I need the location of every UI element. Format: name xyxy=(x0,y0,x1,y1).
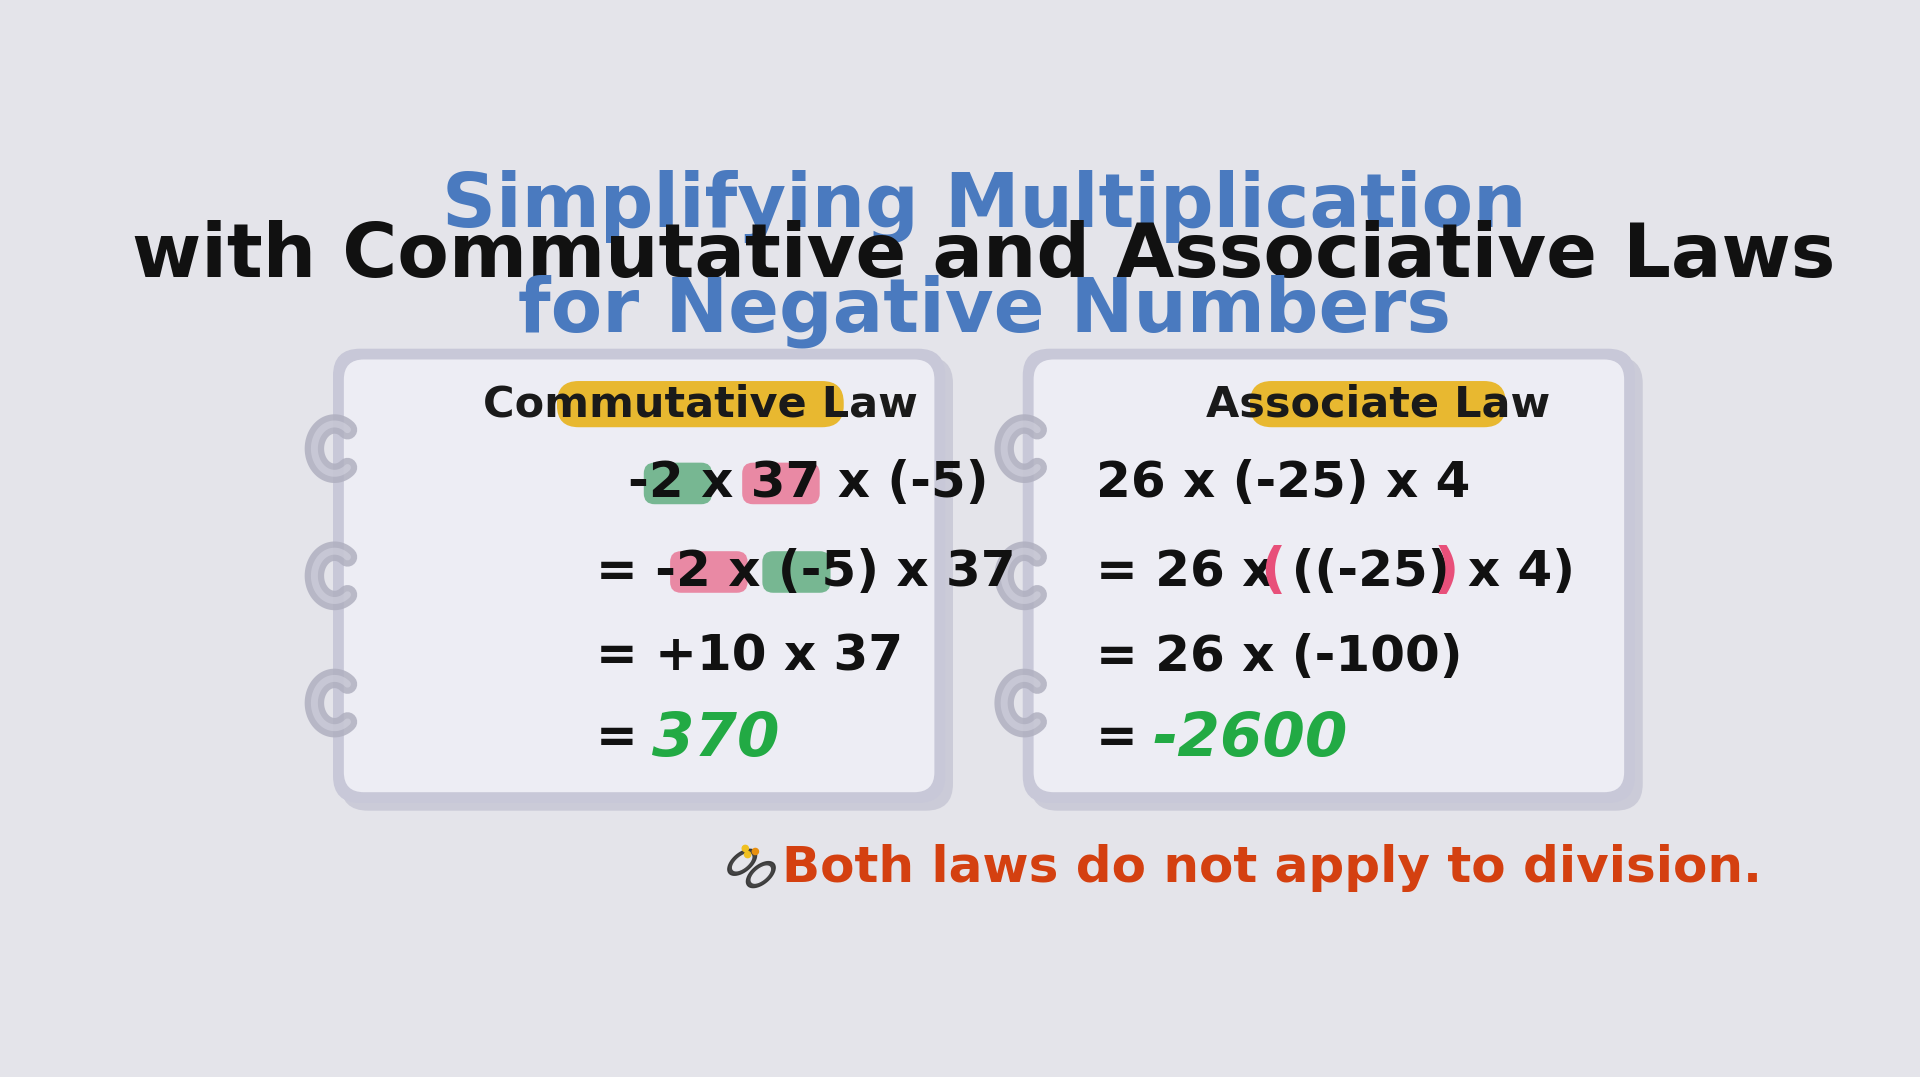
FancyBboxPatch shape xyxy=(1033,360,1624,793)
FancyBboxPatch shape xyxy=(762,551,831,592)
Circle shape xyxy=(743,845,749,852)
Text: = -2 x (-5) x 37: = -2 x (-5) x 37 xyxy=(597,548,1016,596)
Text: Both laws do not apply to division.: Both laws do not apply to division. xyxy=(783,844,1763,893)
Polygon shape xyxy=(751,866,770,883)
Text: (: ( xyxy=(1260,545,1286,599)
Text: -2 x 37 x (-5): -2 x 37 x (-5) xyxy=(628,460,989,507)
Text: =: = xyxy=(1096,714,1173,761)
Circle shape xyxy=(745,852,751,857)
Text: Associate Law: Associate Law xyxy=(1206,383,1549,425)
FancyBboxPatch shape xyxy=(1023,349,1636,803)
Text: = 26 x (-100): = 26 x (-100) xyxy=(1096,632,1463,681)
FancyBboxPatch shape xyxy=(1031,356,1644,811)
FancyBboxPatch shape xyxy=(344,360,935,793)
Polygon shape xyxy=(728,850,756,876)
Text: =: = xyxy=(597,714,674,761)
Text: ): ) xyxy=(1434,545,1459,599)
Text: = +10 x 37: = +10 x 37 xyxy=(597,632,904,681)
FancyBboxPatch shape xyxy=(743,463,820,504)
Text: Simplifying Multiplication: Simplifying Multiplication xyxy=(442,169,1526,242)
FancyBboxPatch shape xyxy=(1250,381,1505,428)
FancyBboxPatch shape xyxy=(340,356,952,811)
Polygon shape xyxy=(733,854,753,871)
Text: with Commutative and Associative Laws: with Commutative and Associative Laws xyxy=(132,220,1836,293)
Text: 26 x (-25) x 4: 26 x (-25) x 4 xyxy=(1096,460,1471,507)
Polygon shape xyxy=(747,862,776,887)
Text: Commutative Law: Commutative Law xyxy=(484,383,918,425)
Text: 370: 370 xyxy=(653,710,780,769)
FancyBboxPatch shape xyxy=(643,463,712,504)
FancyBboxPatch shape xyxy=(332,349,945,803)
Text: = 26 x ((-25) x 4): = 26 x ((-25) x 4) xyxy=(1096,548,1576,596)
Text: for Negative Numbers: for Negative Numbers xyxy=(518,274,1450,348)
Text: -2600: -2600 xyxy=(1152,710,1348,769)
FancyBboxPatch shape xyxy=(670,551,747,592)
FancyBboxPatch shape xyxy=(557,381,843,428)
Circle shape xyxy=(753,849,758,854)
